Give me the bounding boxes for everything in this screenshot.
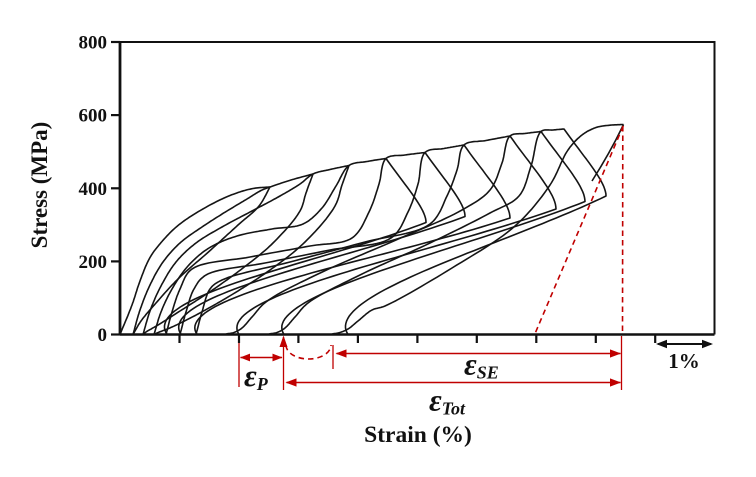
svg-text:1%: 1% bbox=[668, 349, 700, 373]
svg-text:800: 800 bbox=[79, 33, 108, 54]
svg-text:0: 0 bbox=[98, 325, 108, 346]
svg-text:200: 200 bbox=[79, 252, 108, 273]
svg-text:400: 400 bbox=[79, 179, 108, 200]
svg-text:600: 600 bbox=[79, 106, 108, 127]
svg-text:Strain (%): Strain (%) bbox=[364, 422, 472, 448]
svg-text:Stress (MPa): Stress (MPa) bbox=[27, 122, 52, 249]
